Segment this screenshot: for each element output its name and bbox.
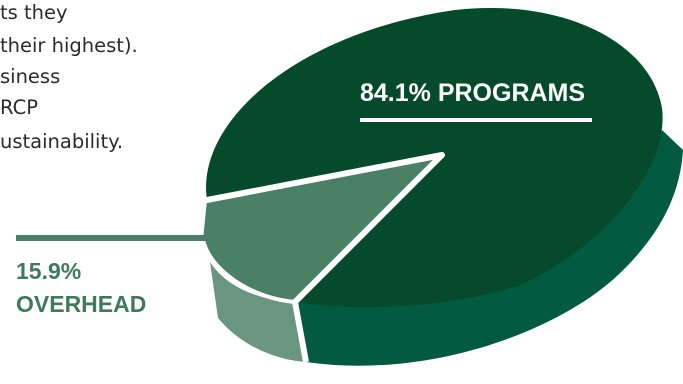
intro-text-line-1: ts they (0, 1, 68, 24)
intro-text-line-5: ustainability. (0, 130, 124, 153)
pie-side-overhead (210, 262, 306, 362)
pie-side-programs (295, 130, 683, 366)
data-label-programs: 84.1% PROGRAMS (360, 79, 585, 107)
intro-text-line-3: siness (0, 65, 61, 88)
intro-text-line-4: RCP (0, 96, 38, 119)
intro-text-line-2: their highest). (0, 34, 138, 57)
pie-slice-programs (206, 7, 663, 308)
overhead-leader-line (16, 235, 206, 241)
data-label-overhead-name: OVERHEAD (16, 291, 146, 317)
data-label-programs-underline (360, 118, 592, 122)
slice-separator (201, 239, 296, 304)
data-label-overhead-value: 15.9% (16, 258, 81, 284)
slice-separator (204, 152, 445, 203)
